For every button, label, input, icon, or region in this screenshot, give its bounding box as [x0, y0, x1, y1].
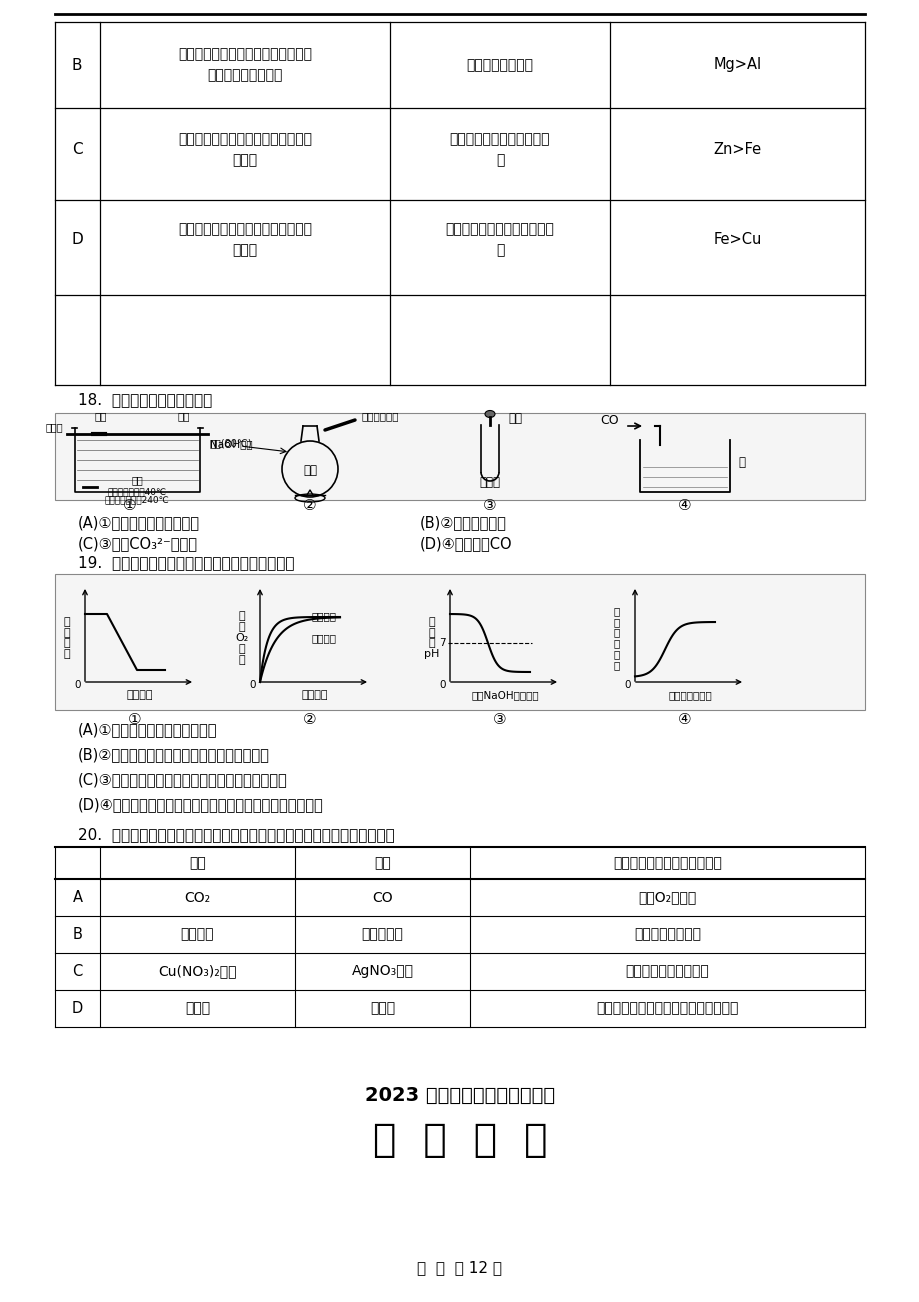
- Text: 参加足量的水溶解，过滤、洗涤、枯燥: 参加足量的水溶解，过滤、洗涤、枯燥: [596, 1001, 738, 1016]
- Text: 红磷的着火点为240℃: 红磷的着火点为240℃: [105, 496, 169, 504]
- Text: ②: ②: [303, 712, 316, 728]
- Text: 0: 0: [624, 680, 630, 690]
- Text: (D)④某温度下，向肯定量饱和硝酸钾溶液中加人硝酸钾晶体: (D)④某温度下，向肯定量饱和硝酸钾溶液中加人硝酸钾晶体: [78, 798, 323, 812]
- Text: ②: ②: [303, 499, 316, 513]
- Text: Mg>Al: Mg>Al: [712, 57, 761, 73]
- Text: B: B: [73, 927, 83, 943]
- Text: 0: 0: [439, 680, 446, 690]
- Text: 物质: 物质: [189, 855, 206, 870]
- Text: 碳酸钙: 碳酸钙: [185, 1001, 210, 1016]
- Text: 0: 0: [74, 680, 81, 690]
- Text: 薄铜片: 薄铜片: [45, 422, 62, 432]
- Text: 19.  以下四个图像能正确反映其对应试验操作的是: 19. 以下四个图像能正确反映其对应试验操作的是: [78, 556, 294, 570]
- Text: (A)①验证可燃物燃烧的条件: (A)①验证可燃物燃烧的条件: [78, 516, 199, 530]
- Text: 参加过量的铜粉，过滤: 参加过量的铜粉，过滤: [625, 965, 709, 979]
- Text: (B)②检验铵态氮肥: (B)②检验铵态氮肥: [420, 516, 506, 530]
- Text: 加入硝酸钾质量: 加入硝酸钾质量: [667, 690, 711, 700]
- Text: 水: 水: [737, 456, 744, 469]
- Text: C: C: [72, 142, 82, 158]
- Text: 0: 0: [249, 680, 255, 690]
- Text: (A)①高温煅烧肯定质量的石灰石: (A)①高温煅烧肯定质量的石灰石: [78, 723, 217, 737]
- Text: 蓝色石蕊试纸: 蓝色石蕊试纸: [361, 411, 398, 421]
- Text: D: D: [72, 1001, 83, 1016]
- Text: 未知物: 未知物: [479, 477, 500, 490]
- Text: D: D: [71, 233, 83, 247]
- Text: 加入NaOH溶液质量: 加入NaOH溶液质量: [471, 690, 539, 700]
- Text: (B)②用等质量、等浓度的双氧水分别制取氧气: (B)②用等质量、等浓度的双氧水分别制取氧气: [78, 747, 269, 763]
- Text: Zn>Fe: Zn>Fe: [712, 142, 761, 158]
- Bar: [55, 413, 864, 500]
- Text: 固
体
质
量: 固 体 质 量: [63, 617, 70, 659]
- Text: 镁条燃烧得更猛烈: 镁条燃烧得更猛烈: [466, 59, 533, 72]
- Bar: [55, 574, 864, 710]
- Text: 化肥: 化肥: [302, 464, 317, 477]
- Text: 7: 7: [439, 638, 446, 648]
- Text: (C)③向肯定体积的稀盐酸中逐滴参加氢氧化钠溶液: (C)③向肯定体积的稀盐酸中逐滴参加氢氧化钠溶液: [78, 772, 288, 788]
- Text: ④: ④: [677, 712, 691, 728]
- Text: 除杂质选用的试剂和操作方法: 除杂质选用的试剂和操作方法: [612, 855, 721, 870]
- Text: 无催化剂: 无催化剂: [312, 633, 336, 643]
- Text: CO₂: CO₂: [184, 891, 210, 905]
- Text: 杂质: 杂质: [374, 855, 391, 870]
- Text: 20.  除去以下物质中混有的杂质，所选用的试剂及操作方法均正确的选项是: 20. 除去以下物质中混有的杂质，所选用的试剂及操作方法均正确的选项是: [78, 828, 394, 842]
- Text: 热水(80℃): 热水(80℃): [210, 437, 253, 448]
- Text: NaOH溶液: NaOH溶液: [210, 439, 253, 449]
- Text: 反应时间: 反应时间: [127, 690, 153, 700]
- Text: 18.  以下试验能到达目的的是: 18. 以下试验能到达目的的是: [78, 392, 212, 408]
- Text: 2023 年南京初中学生学业考试: 2023 年南京初中学生学业考试: [365, 1086, 554, 1104]
- Text: Cu(NO₃)₂溶液: Cu(NO₃)₂溶液: [158, 965, 236, 979]
- Text: 锌粉产生气泡的速率比铁丝
快: 锌粉产生气泡的速率比铁丝 快: [449, 133, 550, 167]
- Text: 有催化剂: 有催化剂: [312, 611, 336, 621]
- Text: 分别将铁丝与铜丝放入一样浓度的稀
盐酸中: 分别将铁丝与铜丝放入一样浓度的稀 盐酸中: [177, 223, 312, 258]
- Text: ③: ③: [482, 499, 496, 513]
- Text: 白磷的着火点为40℃: 白磷的着火点为40℃: [108, 487, 166, 496]
- Text: CO: CO: [372, 891, 392, 905]
- Text: 反应时间: 反应时间: [301, 690, 328, 700]
- Text: CO: CO: [599, 414, 618, 427]
- Text: 溶
质
质
量
分
数: 溶 质 质 量 分 数: [613, 605, 619, 671]
- Text: B: B: [72, 57, 82, 73]
- Text: 二氧化碳: 二氧化碳: [180, 927, 214, 941]
- Text: 氯化钙: 氯化钙: [369, 1001, 394, 1016]
- Text: 白磷: 白磷: [131, 475, 142, 486]
- Text: Fe>Cu: Fe>Cu: [712, 233, 761, 247]
- Text: 氯化氢气体: 氯化氢气体: [361, 927, 403, 941]
- Text: 红磷: 红磷: [177, 411, 190, 421]
- Text: A: A: [73, 891, 83, 905]
- Ellipse shape: [484, 410, 494, 418]
- Text: ①: ①: [128, 712, 142, 728]
- Text: 溶
液
的
pH: 溶 液 的 pH: [424, 617, 439, 659]
- Text: AgNO₃溶液: AgNO₃溶液: [351, 965, 413, 979]
- Text: ③: ③: [493, 712, 506, 728]
- Text: ①: ①: [123, 499, 137, 513]
- Text: 盐酸: 盐酸: [507, 411, 521, 424]
- Text: ④: ④: [677, 499, 691, 513]
- Text: 通入O₂，点燃: 通入O₂，点燃: [638, 891, 696, 905]
- Text: 第  页  共 12 页: 第 页 共 12 页: [417, 1260, 502, 1276]
- Text: (C)③检验CO₃²⁻的存在: (C)③检验CO₃²⁻的存在: [78, 536, 198, 552]
- Text: (D)④用水吸取CO: (D)④用水吸取CO: [420, 536, 512, 552]
- Text: 化  学  试  题: 化 学 试 题: [372, 1121, 547, 1159]
- Text: 分别将一样外形的镁条和铝条点燃放
入盛氧气的集气瓶中: 分别将一样外形的镁条和铝条点燃放 入盛氧气的集气瓶中: [177, 48, 312, 82]
- Text: 分别将锌粉与铁丝放入一样浓度的稀
盐酸中: 分别将锌粉与铁丝放入一样浓度的稀 盐酸中: [177, 133, 312, 167]
- Text: 通过氢氧化钠溶液: 通过氢氧化钠溶液: [633, 927, 700, 941]
- Text: 铁丝外表产生气泡，铜丝无现
象: 铁丝外表产生气泡，铜丝无现 象: [445, 223, 554, 258]
- Text: 白磷: 白磷: [95, 411, 108, 421]
- Text: C: C: [73, 963, 83, 979]
- Text: 生
成
O₂
质
量: 生 成 O₂ 质 量: [235, 612, 248, 664]
